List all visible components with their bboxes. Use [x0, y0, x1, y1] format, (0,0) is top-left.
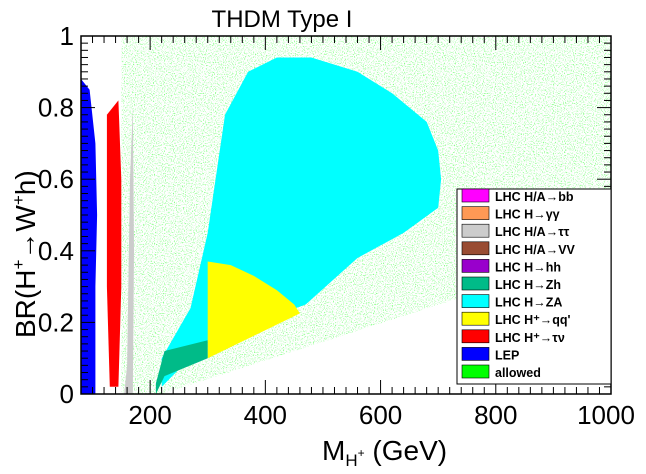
legend-swatch — [461, 206, 490, 220]
legend-swatch — [461, 259, 490, 273]
y-tick-label: 0.6 — [38, 164, 74, 194]
legend-swatch — [461, 223, 490, 238]
legend-swatch — [461, 241, 490, 256]
legend-swatch — [461, 329, 490, 344]
legend-label: LHC H⁺→qq' — [495, 313, 571, 327]
y-tick-label: 0.2 — [38, 307, 74, 337]
x-axis-label-subsup: + — [358, 446, 365, 460]
region-2 — [207, 261, 300, 359]
legend-label: LHC H/A→bb — [495, 190, 574, 204]
legend-swatch — [461, 188, 490, 203]
x-axis-label-rest: (GeV) — [365, 435, 447, 466]
region-4 — [106, 100, 122, 387]
y-tick-label: 0.4 — [38, 236, 74, 266]
x-axis-label-base: M — [322, 435, 345, 466]
y-tick-label: 0.8 — [38, 93, 74, 123]
legend-label: LHC H/A→VV — [495, 243, 576, 257]
legend-label: LHC H→hh — [495, 260, 561, 274]
x-tick-label: 200 — [128, 400, 171, 430]
y-axis-label-post: h) — [10, 170, 41, 195]
legend-swatch — [461, 364, 490, 379]
y-axis-label-pre: BR(H — [10, 270, 41, 338]
legend-label: LHC H→γγ — [495, 208, 560, 222]
legend-label: allowed — [495, 366, 541, 380]
x-tick-label: 400 — [244, 400, 287, 430]
region-5 — [124, 107, 134, 394]
y-axis-label-sup1: + — [9, 260, 28, 270]
legend-swatch — [461, 294, 490, 308]
legend-swatch — [461, 276, 490, 291]
chart-title: THDM Type I — [212, 6, 353, 33]
y-axis-label-sup2: + — [9, 195, 28, 205]
x-axis-label: MH+ (GeV) — [322, 435, 447, 470]
x-axis: 200 400 600 800 1000 — [92, 36, 635, 430]
legend-swatch — [461, 311, 490, 326]
y-tick-label: 1 — [60, 21, 74, 51]
legend-label: LHC H→ZA — [495, 296, 562, 310]
legend: LHC H/A→bb LHC H→γγ LHC H/A→ττ LHC H/A→VV LH… — [456, 188, 612, 385]
x-tick-label: 800 — [474, 400, 517, 430]
x-tick-label: 1000 — [577, 400, 635, 430]
y-axis-label-mid: →W — [10, 205, 41, 260]
y-tick-label: 0 — [60, 379, 74, 409]
y-axis-label: BR(H+→W+h) — [9, 170, 41, 338]
legend-label: LHC H→Zh — [495, 278, 561, 292]
x-tick-label: 600 — [359, 400, 402, 430]
x-axis-label-sub: H — [345, 451, 357, 470]
data-regions — [81, 36, 611, 394]
legend-swatch — [461, 347, 490, 361]
legend-label: LHC H/A→ττ — [495, 225, 570, 239]
legend-label: LHC H⁺→τν — [495, 331, 565, 345]
legend-label: LEP — [495, 348, 519, 362]
region-6 — [155, 340, 208, 394]
